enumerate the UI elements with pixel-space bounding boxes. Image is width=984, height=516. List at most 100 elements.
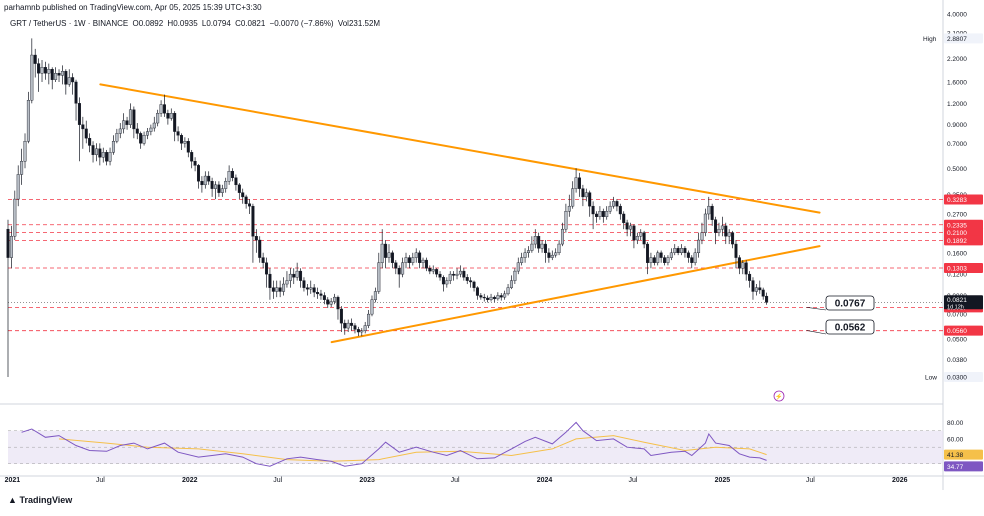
candle-body <box>363 325 367 331</box>
candle-body <box>292 273 296 278</box>
symbol-name[interactable]: GRT / TetherUS · 1W · BINANCE <box>10 19 129 28</box>
candle-body <box>94 148 98 155</box>
candle-body <box>81 124 85 130</box>
callout-box <box>825 319 875 335</box>
low-label: Low <box>925 374 937 381</box>
rsi-value: 34.77 <box>947 464 964 471</box>
candle-body <box>64 71 68 85</box>
level-badge <box>944 227 983 238</box>
candle-body <box>312 287 316 293</box>
candle-body <box>295 270 299 278</box>
candle-body <box>145 131 149 136</box>
candle-body <box>717 228 721 233</box>
candle-body <box>683 248 687 254</box>
candle-body <box>37 63 41 74</box>
candle-body <box>142 135 146 144</box>
candle-body <box>343 322 347 329</box>
candle-body <box>486 297 490 300</box>
candle-body <box>224 181 228 189</box>
candle-body <box>350 322 354 326</box>
candle-body <box>540 243 544 249</box>
price-tick-label: 0.0380 <box>947 357 967 364</box>
candle-body <box>271 287 275 292</box>
tv-brand-label: TradingView <box>19 495 73 505</box>
candle-body <box>727 232 731 237</box>
candle-body <box>26 100 30 142</box>
candle-body <box>190 152 194 162</box>
candle-body <box>557 243 561 254</box>
candle-body <box>543 243 547 254</box>
candle-body <box>404 257 408 263</box>
candle-body <box>149 127 153 132</box>
candle-body <box>196 165 200 182</box>
candle-body <box>77 103 81 125</box>
candle-body <box>50 69 54 80</box>
candle-body <box>316 292 320 295</box>
price-tick-label: 1.2000 <box>947 101 967 108</box>
candle-body <box>319 293 323 296</box>
candle-body <box>98 148 102 158</box>
candle-body <box>367 313 371 326</box>
candle-body <box>128 109 132 125</box>
candle-body <box>741 262 745 269</box>
candle-body <box>231 171 235 178</box>
time-tick-label: 2024 <box>537 477 553 484</box>
candle-body <box>431 269 435 272</box>
candle-body <box>173 113 177 132</box>
time-tick-label: 2025 <box>715 477 731 484</box>
candle-body <box>305 287 309 290</box>
price-tick-label: 0.1200 <box>947 272 967 279</box>
candle-body <box>217 184 221 193</box>
candle-body <box>309 287 313 290</box>
candle-body <box>373 291 377 300</box>
candle-body <box>411 257 415 263</box>
candle-body <box>625 222 629 230</box>
candle-body <box>479 295 483 298</box>
rsi-ma-badge <box>944 449 983 460</box>
candle-body <box>646 243 650 263</box>
time-tick-label: 2022 <box>182 477 198 484</box>
candle-body <box>714 219 718 233</box>
candle-body <box>108 152 112 162</box>
candle-body <box>33 54 37 64</box>
candle-body <box>6 228 10 258</box>
callout-label: 0.0767 <box>835 299 866 310</box>
price-tick-label: 0.2700 <box>947 211 967 218</box>
callout-pointer <box>806 307 827 311</box>
candle-body <box>74 81 78 104</box>
candle-body <box>724 225 728 237</box>
high-label: High <box>923 36 937 43</box>
level-label: 0.1303 <box>947 266 967 273</box>
candle-body <box>629 225 633 230</box>
candle-body <box>669 252 673 258</box>
candle-body <box>595 213 599 217</box>
candle-body <box>275 287 279 292</box>
candle-body <box>452 273 456 276</box>
candle-body <box>581 188 585 198</box>
time-tick-label: Jul <box>628 477 637 484</box>
candle-body <box>166 113 170 119</box>
candle-body <box>183 141 187 144</box>
candle-body <box>472 281 476 288</box>
candle-body <box>139 133 143 144</box>
candle-body <box>737 257 741 269</box>
level-badge <box>944 235 983 246</box>
candle-body <box>693 252 697 263</box>
candle-body <box>758 287 762 291</box>
candle-body <box>387 252 391 258</box>
candle-body <box>261 257 265 263</box>
candle-body <box>237 184 241 193</box>
candle-body <box>251 205 255 237</box>
rsi-ma-value: 41.38 <box>947 452 964 459</box>
tradingview-logo[interactable]: ▲ TradingView <box>8 495 72 505</box>
callout-pointer <box>806 330 827 335</box>
candle-body <box>445 280 449 285</box>
candle-body <box>608 205 612 212</box>
ohlc-high: H0.0935 <box>167 19 198 28</box>
candle-body <box>720 225 724 230</box>
candle-body <box>115 133 119 142</box>
candle-body <box>156 113 160 124</box>
candle-body <box>186 141 190 153</box>
